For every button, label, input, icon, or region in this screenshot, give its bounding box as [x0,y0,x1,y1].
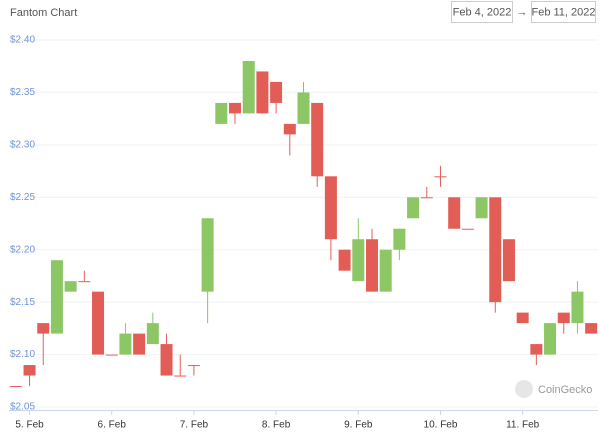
candle-body [324,176,337,240]
candle-body [516,312,529,324]
candle-body [585,323,598,334]
date-from-box[interactable] [451,1,513,23]
candle-body [64,281,77,292]
candle-body [557,312,570,324]
x-tick-label: 10. Feb [424,420,458,431]
candle-body [571,291,584,324]
date-to[interactable]: Feb 11, 2022 [531,6,595,18]
candle-body [174,375,187,377]
candle-body [365,239,378,292]
candle-body [311,102,324,177]
candle-body [338,249,351,271]
candle-body [50,260,63,334]
y-tick-label: $2.20 [10,244,35,255]
candle-body [9,386,22,388]
candle-body [92,291,105,355]
y-tick-label: $2.40 [10,35,35,46]
candle-body [105,354,118,356]
x-tick-label: 8. Feb [262,420,291,431]
date-to-box[interactable] [531,1,596,23]
candle-body [393,228,406,250]
x-tick-label: 5. Feb [15,420,44,431]
candle-body [256,71,269,114]
candle-body [420,197,433,199]
candle-body [229,102,242,114]
x-tick-label: 6. Feb [98,420,127,431]
candle-body [201,218,214,292]
candle-body [133,333,146,355]
chart-title: Fantom Chart [10,7,77,19]
y-tick-label: $2.05 [10,402,35,413]
date-from[interactable]: Feb 4, 2022 [453,6,512,18]
watermark-logo [515,380,533,398]
candle-body [146,323,159,345]
candle-body [448,197,461,229]
candle-body [502,239,515,282]
candle-body [242,60,255,114]
candle-body [544,323,557,355]
candle-body [530,344,543,355]
y-tick-label: $2.15 [10,297,35,308]
candle-body [434,176,447,178]
candle-body [119,333,132,355]
candle-body [78,281,91,283]
candle-body [37,323,50,334]
x-tick-label: 9. Feb [344,420,373,431]
y-tick-label: $2.30 [10,139,35,150]
candle-body [489,197,502,303]
y-tick-label: $2.25 [10,192,35,203]
candle-body [187,365,200,367]
watermark: CoinGecko [538,384,592,396]
y-tick-label: $2.35 [10,87,35,98]
x-tick-label: 7. Feb [180,420,209,431]
y-tick-label: $2.10 [10,349,35,360]
candle-body [379,249,392,292]
candle-body [475,197,488,219]
candle-body [407,197,420,219]
candle-body [297,92,310,124]
candle-body [352,239,365,282]
candle-body [461,228,474,230]
candle-body [270,81,283,103]
x-tick-label: 11. Feb [506,420,540,431]
candle-body [160,344,173,376]
date-separator: → [517,6,528,18]
candle-body [23,365,36,376]
candle-body [283,123,296,135]
candle-body [215,102,228,124]
